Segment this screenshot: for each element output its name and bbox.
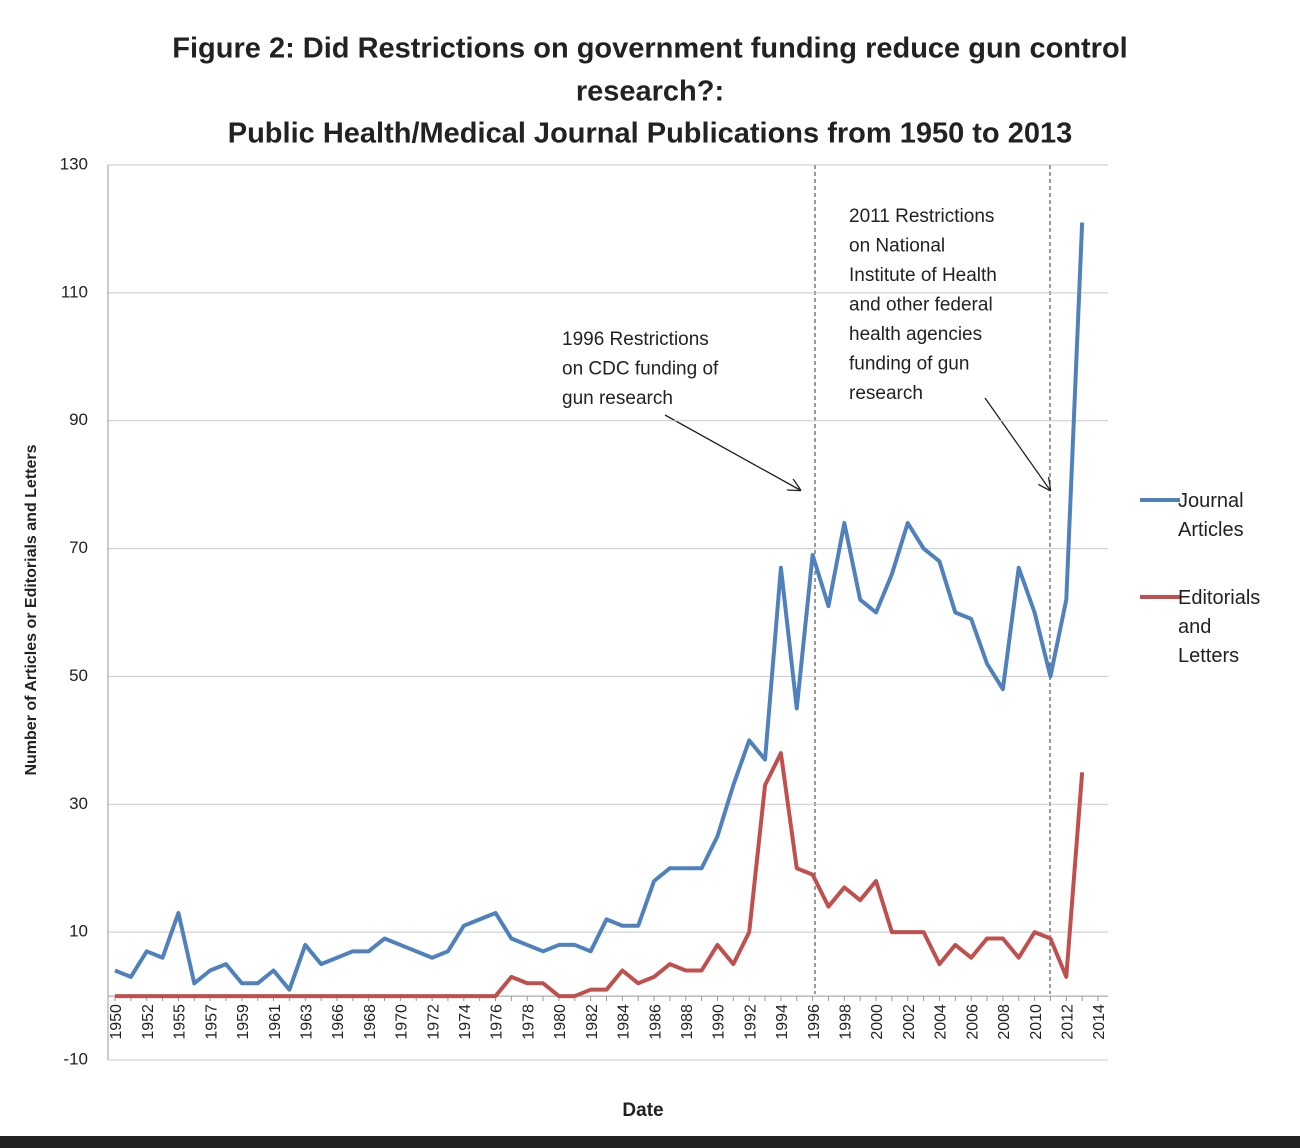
legend-label: Journal Articles	[1178, 490, 1244, 541]
annotation: 1996 Restrictions	[562, 329, 709, 350]
annotation: gun research	[562, 388, 673, 409]
x-tick-label: 1968	[362, 1004, 379, 1040]
annotation: research	[849, 383, 923, 404]
x-tick-label: 1955	[172, 1004, 189, 1040]
x-tick-label: 2014	[1091, 1004, 1108, 1040]
x-tick-label: 1990	[711, 1004, 728, 1040]
x-tick-label: 1980	[552, 1004, 569, 1040]
x-tick-label: 1974	[457, 1004, 474, 1040]
annotation: and other federal	[849, 295, 993, 316]
x-tick-label: 1963	[298, 1004, 315, 1040]
x-tick-label: 1992	[742, 1004, 759, 1040]
x-tick-label: 2006	[964, 1004, 981, 1040]
x-tick-label: 1988	[679, 1004, 696, 1040]
data-line	[115, 751, 1085, 999]
chart-title: research?:	[576, 76, 724, 108]
annotation: Institute of Health	[849, 265, 997, 286]
x-tick-label: 2012	[1060, 1004, 1077, 1040]
x-tick-label: 1966	[330, 1004, 347, 1040]
x-tick-label: 1970	[394, 1004, 411, 1040]
x-tick-label: 1978	[520, 1004, 537, 1040]
y-tick-label: 130	[60, 154, 88, 173]
x-tick-label: 2002	[901, 1004, 918, 1040]
x-tick-label: 1986	[647, 1004, 664, 1040]
x-tick-label: 1982	[584, 1004, 601, 1040]
x-tick-label: 1961	[267, 1004, 284, 1040]
annotation: on National	[849, 236, 945, 257]
x-tick-label: 1950	[108, 1004, 125, 1040]
y-tick-label: 90	[69, 410, 88, 429]
x-tick-label: 1972	[425, 1004, 442, 1040]
annotation-arrow	[984, 397, 1050, 490]
screen-edge	[0, 1136, 1300, 1148]
y-tick-label: 10	[69, 922, 88, 941]
annotation: funding of gun	[849, 354, 969, 375]
y-axis-label: Number of Articles or Editorials and Let…	[23, 444, 40, 775]
x-tick-label: 1998	[838, 1004, 855, 1040]
x-tick-label: 2000	[869, 1004, 886, 1040]
x-tick-label: 1984	[616, 1004, 633, 1040]
annotation: on CDC funding of	[562, 359, 719, 380]
y-tick-label: 110	[61, 282, 88, 301]
chart-subtitle: Public Health/Medical Journal Publicatio…	[228, 118, 1072, 150]
legend-label: Editorials and Letters	[1178, 587, 1261, 667]
annotation: 2011 Restrictions	[849, 206, 994, 227]
x-tick-label: 1959	[235, 1004, 252, 1040]
x-tick-label: 1952	[140, 1004, 157, 1040]
chart-title: Figure 2: Did Restrictions on government…	[172, 33, 1127, 65]
data-line	[114, 222, 1085, 992]
y-tick-label: -10	[63, 1049, 88, 1068]
x-tick-label: 2008	[996, 1004, 1013, 1040]
x-tick-label: 2004	[933, 1004, 950, 1040]
x-tick-label: 1957	[203, 1004, 220, 1040]
annotation-arrow	[664, 414, 800, 490]
y-tick-label: 70	[69, 538, 88, 557]
y-tick-label: 50	[69, 666, 88, 685]
annotation: health agencies	[849, 324, 982, 345]
x-tick-label: 1976	[489, 1004, 506, 1040]
x-axis-label: Date	[622, 1100, 663, 1121]
x-tick-label: 1994	[774, 1004, 791, 1040]
y-tick-label: 30	[69, 794, 88, 813]
x-tick-label: 2010	[1028, 1004, 1045, 1040]
x-tick-label: 1996	[806, 1004, 823, 1040]
